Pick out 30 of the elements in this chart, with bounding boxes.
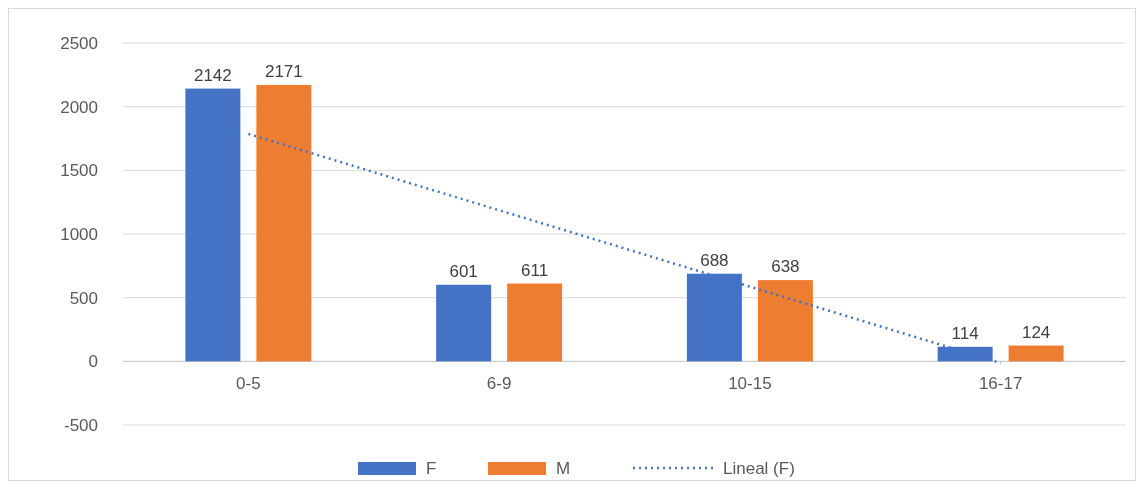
bar (507, 283, 563, 362)
bar (937, 346, 993, 362)
x-tick-label: 0-5 (236, 374, 261, 394)
data-label: 124 (1021, 322, 1051, 342)
y-tick-label: 0 (88, 352, 98, 372)
x-tick-label: 16-17 (978, 374, 1023, 394)
legend-label: M (556, 458, 571, 478)
y-tick-label: 2000 (60, 97, 98, 117)
y-tick-label: 2500 (60, 33, 98, 53)
y-tick-label: 1500 (60, 161, 98, 181)
data-label: 601 (449, 261, 478, 281)
data-label: 2171 (264, 61, 303, 81)
legend-label: Lineal (F) (723, 458, 795, 478)
bar (436, 284, 492, 362)
bar (1008, 345, 1064, 362)
legend-label: F (426, 458, 437, 478)
data-label: 638 (771, 257, 800, 277)
data-label: 114 (951, 323, 979, 343)
bar (256, 84, 312, 362)
data-label: 2142 (193, 65, 232, 85)
y-tick-label: 1000 (60, 224, 98, 244)
bar (757, 280, 813, 362)
bar (686, 273, 742, 362)
x-tick-label: 10-15 (728, 374, 772, 394)
data-label: 688 (700, 250, 729, 270)
bar (185, 88, 241, 362)
data-label: 611 (521, 260, 549, 280)
y-tick-label: -500 (63, 415, 98, 435)
y-tick-label: 500 (69, 288, 98, 308)
x-tick-label: 6-9 (486, 374, 512, 394)
